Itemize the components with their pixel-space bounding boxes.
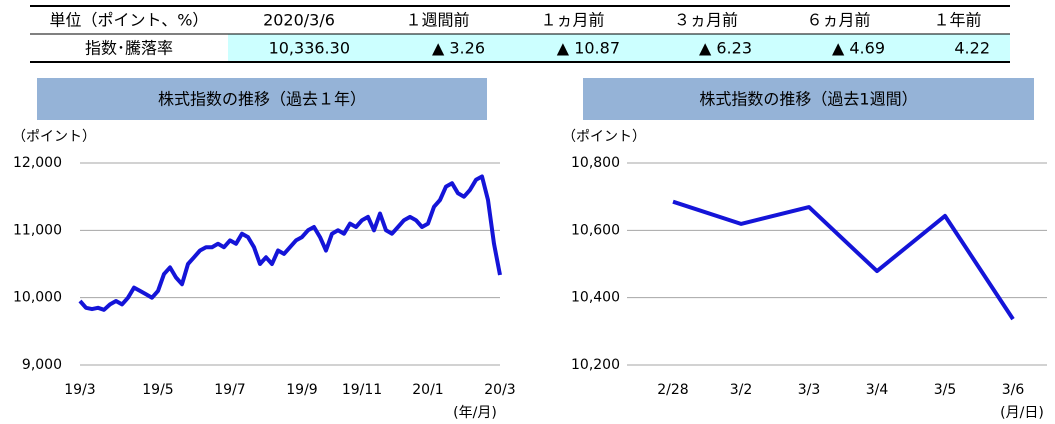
- summary-table: 単位（ポイント、%） 2020/3/6 １週間前 １ヵ月前 ３ヵ月前 ６ヵ月前 １年前指数･…: [30, 5, 1010, 63]
- chart-title: 株式指数の推移（過去１年）: [158, 90, 366, 109]
- y-axis-label: （ポイント）: [12, 129, 96, 145]
- table-header-cell: １年前: [933, 11, 981, 30]
- y-tick-label: 10,200: [571, 357, 620, 373]
- y-tick-label: 10,600: [571, 222, 620, 238]
- chart-title-box: [583, 78, 1034, 120]
- x-axis-label: (月/日): [1000, 405, 1044, 421]
- y-tick-label: 12,000: [13, 155, 62, 171]
- table-cell: ▲ 6.23: [699, 39, 752, 58]
- x-tick-label: 20/3: [484, 382, 515, 398]
- x-tick-label: 3/3: [798, 382, 821, 398]
- x-tick-label: 20/1: [412, 382, 443, 398]
- table-cell: ▲ 4.69: [832, 39, 885, 58]
- x-tick-label: 19/11: [342, 382, 382, 398]
- y-axis-label: （ポイント）: [562, 129, 646, 145]
- table-cell: ▲ 3.26: [432, 39, 485, 58]
- y-tick-label: 10,800: [571, 155, 620, 171]
- x-tick-label: 19/3: [64, 382, 95, 398]
- y-tick-label: 11,000: [13, 222, 62, 238]
- chart-title: 株式指数の推移（過去1週間）: [699, 90, 917, 109]
- x-tick-label: 3/6: [1002, 382, 1025, 398]
- table-header-cell: ６ヵ月前: [806, 11, 870, 30]
- x-axis-label: (年/月): [453, 405, 497, 421]
- table-cell: 指数･騰落率: [85, 39, 173, 58]
- table-cell: 10,336.30: [269, 39, 350, 58]
- x-tick-label: 3/5: [934, 382, 957, 398]
- data-line: [672, 199, 1015, 321]
- data-line: [78, 174, 502, 312]
- x-tick-label: 19/9: [286, 382, 317, 398]
- y-tick-label: 10,400: [571, 290, 620, 306]
- x-tick-label: 3/2: [730, 382, 753, 398]
- x-tick-label: 2/28: [657, 382, 688, 398]
- table-cell: 4.22: [954, 39, 990, 58]
- table-header-cell: ３ヵ月前: [674, 11, 738, 30]
- table-row-bg: [228, 34, 1010, 62]
- chart-title-box: [37, 78, 487, 120]
- y-tick-label: 10,000: [13, 290, 62, 306]
- table-cell: ▲ 10.87: [557, 39, 620, 58]
- y-tick-label: 9,000: [22, 357, 62, 373]
- table-header-cell: 単位（ポイント、%）: [50, 11, 209, 30]
- table-header-cell: １週間前: [405, 11, 469, 30]
- table-header-cell: 2020/3/6: [263, 11, 335, 30]
- table-header-cell: １ヵ月前: [540, 11, 604, 30]
- x-tick-label: 19/7: [214, 382, 245, 398]
- x-tick-label: 19/5: [142, 382, 173, 398]
- x-tick-label: 3/4: [866, 382, 889, 398]
